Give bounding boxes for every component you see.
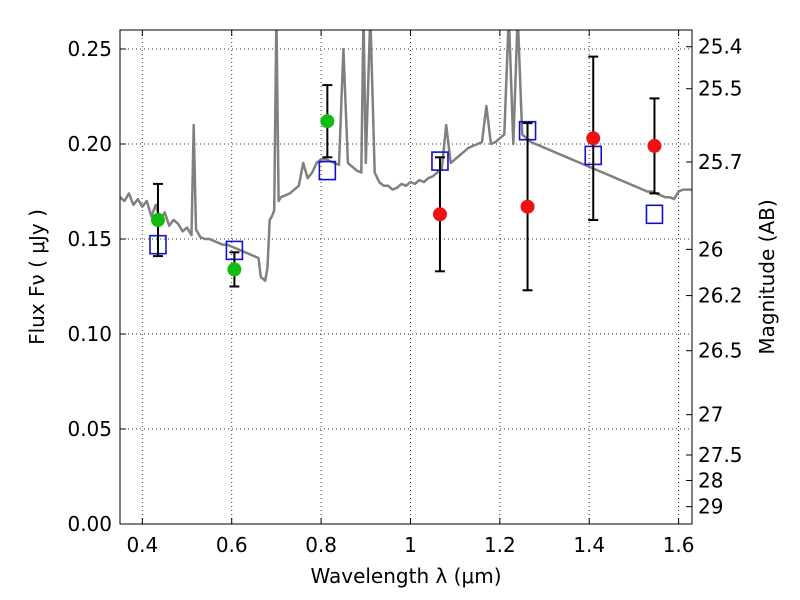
observed-point-green bbox=[150, 213, 165, 227]
observed-point-red bbox=[432, 207, 447, 222]
x-tick-label: 1 bbox=[404, 533, 417, 557]
model-photometry-square bbox=[318, 160, 337, 181]
magnitude-tick-label: 26.2 bbox=[698, 284, 743, 308]
x-tick-label: 0.4 bbox=[126, 533, 158, 557]
magnitude-tick-label: 26 bbox=[698, 237, 723, 261]
y-tick-label: 0.00 bbox=[67, 512, 112, 536]
magnitude-tick-label: 25.5 bbox=[698, 77, 743, 101]
magnitude-tick-label: 28 bbox=[698, 468, 723, 492]
x-tick-label: 1.6 bbox=[663, 533, 695, 557]
plot-frame bbox=[119, 29, 693, 525]
x-axis-title: Wavelength λ (μm) bbox=[310, 564, 501, 588]
x-tick-label: 0.8 bbox=[305, 533, 337, 557]
magnitude-tick-label: 25.4 bbox=[698, 35, 743, 59]
magnitude-tick-label: 26.5 bbox=[698, 339, 743, 363]
model-spectrum-line bbox=[120, 30, 692, 283]
x-tick-label: 1.4 bbox=[573, 533, 605, 557]
x-tick-label: 0.6 bbox=[216, 533, 248, 557]
observed-point-green bbox=[320, 114, 335, 129]
x-tick-label: 1.2 bbox=[484, 533, 516, 557]
observed-point-red bbox=[586, 131, 601, 146]
y-tick-label: 0.10 bbox=[67, 322, 112, 346]
axis-ticks: 0.4 0.6 0.8 1 1.2 1.4 1.6 0.00 0.05 0.10 0.15 0.20 0… bbox=[67, 30, 743, 557]
observed-point-red bbox=[520, 199, 535, 214]
magnitude-tick-label: 27.5 bbox=[698, 443, 743, 467]
observed-point-green bbox=[227, 262, 242, 277]
magnitude-tick-label: 29 bbox=[698, 495, 723, 519]
magnitude-tick-label: 27 bbox=[698, 403, 723, 427]
observed-point-red bbox=[647, 138, 662, 153]
photometry-points bbox=[149, 55, 664, 292]
y-tick-label: 0.25 bbox=[67, 37, 112, 61]
y-tick-label: 0.05 bbox=[67, 417, 112, 441]
model-photometry-square bbox=[645, 204, 664, 225]
magnitude-tick-label: 25.7 bbox=[698, 150, 743, 174]
y-tick-label: 0.20 bbox=[67, 132, 112, 156]
y-tick-label: 0.15 bbox=[67, 227, 112, 251]
grid bbox=[120, 30, 692, 524]
y-axis-title: Flux Fν ( μJy ) bbox=[25, 209, 49, 345]
magnitude-axis-title: Magnitude (AB) bbox=[755, 199, 779, 354]
model-spectrum-series bbox=[120, 30, 692, 283]
